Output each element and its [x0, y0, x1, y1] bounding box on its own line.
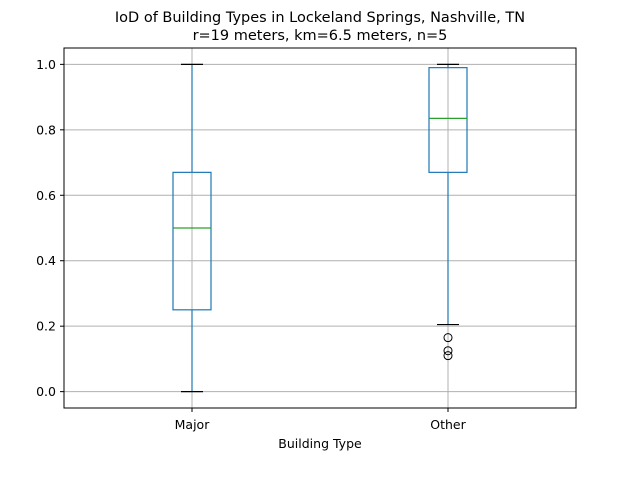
- iqr-box: [172, 171, 212, 311]
- y-tick-label: 0.6: [36, 188, 56, 203]
- box-other: [428, 63, 468, 361]
- chart-title-line-1: IoD of Building Types in Lockeland Sprin…: [115, 10, 525, 26]
- y-tick-label: 0.2: [36, 319, 56, 334]
- grid-layer: [64, 48, 576, 408]
- box-major: [172, 63, 212, 393]
- outlier-point: [443, 333, 453, 343]
- y-tick-label: 0.4: [36, 253, 56, 268]
- plot-frame: [63, 47, 577, 409]
- outlier-point: [443, 351, 453, 361]
- x-axis-label: Building Type: [278, 436, 362, 451]
- x-tick-label: Other: [430, 417, 466, 432]
- y-tick-label: 1.0: [36, 57, 56, 72]
- outlier-point: [443, 346, 453, 356]
- y-tick-label: 0.8: [36, 122, 56, 137]
- boxes-layer: [172, 63, 468, 393]
- y-tick-label: 0.0: [36, 384, 56, 399]
- ticks-layer: 0.0 0.2 0.4 0.6 0.8 1.0 Major Other: [36, 57, 466, 432]
- chart-title-line-2: r=19 meters, km=6.5 meters, n=5: [193, 28, 448, 44]
- x-tick-label: Major: [175, 417, 211, 432]
- iqr-box: [428, 67, 468, 173]
